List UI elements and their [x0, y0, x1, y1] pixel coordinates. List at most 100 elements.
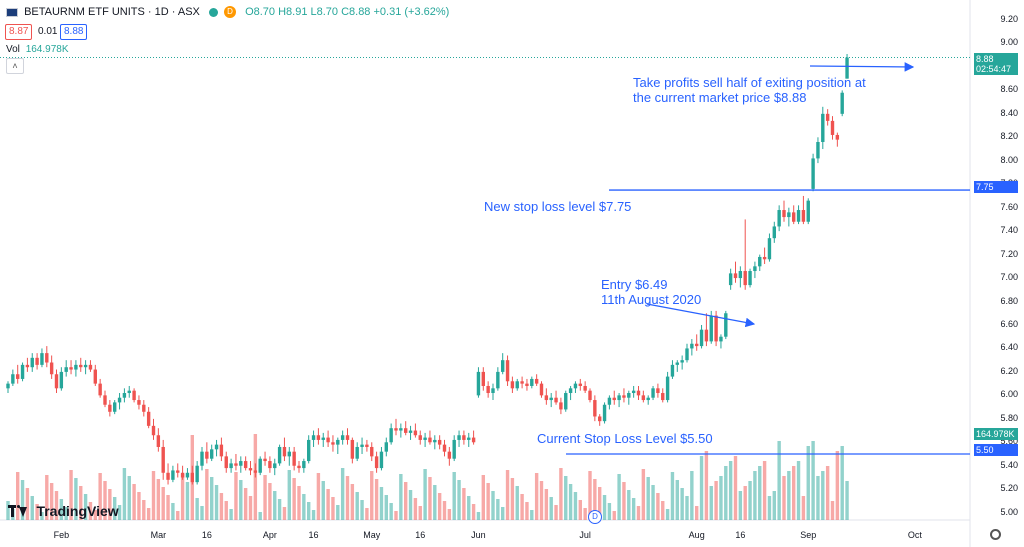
tradingview-logo[interactable]: TradingView — [8, 502, 119, 522]
time-tick-label: 16 — [201, 530, 212, 540]
last-price-value: 8.88 — [976, 54, 994, 64]
time-tick-label: Feb — [53, 530, 70, 540]
candle-body — [321, 437, 325, 440]
time-tick-label: Aug — [688, 530, 705, 540]
candle-body — [40, 353, 44, 365]
candle-body — [661, 393, 665, 401]
time-tick-label: May — [363, 530, 381, 540]
candle-body — [598, 416, 602, 422]
candle-body — [365, 444, 369, 447]
volume-bar — [530, 510, 534, 520]
candle-body — [297, 465, 301, 469]
gear-icon[interactable] — [990, 529, 1001, 540]
candle-body — [277, 446, 282, 464]
candle-body — [830, 120, 835, 135]
candle-body — [428, 437, 432, 443]
volume-bar — [748, 481, 752, 520]
new-stop-note[interactable]: New stop loss level $7.75 — [484, 199, 632, 214]
entry-note[interactable]: Entry $6.49 11th August 2020 — [601, 277, 701, 307]
candle-body — [845, 57, 849, 79]
volume-bar — [40, 512, 44, 520]
volume-bar — [835, 451, 840, 520]
volume-label: Vol — [6, 44, 20, 55]
volume-bar — [69, 470, 73, 520]
volume-bar — [801, 496, 806, 520]
volume-bar — [156, 479, 161, 520]
symbol-legend[interactable]: BETAURNM ETF UNITS · 1D · ASX D O8.70 H8… — [6, 6, 450, 19]
volume-bar — [277, 499, 282, 520]
current-stop-note[interactable]: Current Stop Loss Level $5.50 — [537, 431, 713, 446]
delayed-badge: D — [224, 6, 236, 19]
volume-bar — [534, 473, 539, 520]
volume-bar — [661, 501, 665, 520]
volume-bar — [573, 492, 578, 520]
candle-body — [593, 400, 597, 417]
volume-bar — [122, 468, 127, 520]
candle-body — [69, 367, 73, 370]
candle-body — [311, 435, 316, 440]
time-tick-label: Jul — [579, 530, 591, 540]
dividend-event-marker[interactable]: D — [588, 510, 602, 524]
price-tick-label: 9.00 — [1000, 37, 1018, 48]
volume-bar — [423, 469, 427, 520]
volume-bar — [292, 478, 296, 520]
candle-body — [25, 364, 30, 368]
buy-price-button[interactable]: 8.88 — [60, 24, 88, 40]
candle-body — [384, 442, 388, 452]
volume-bar — [738, 491, 743, 520]
volume-bar — [6, 501, 10, 520]
volume-bar — [331, 497, 335, 520]
volume-bar — [64, 507, 68, 520]
volume-bar — [452, 472, 456, 520]
price-tick-label: 7.20 — [1000, 248, 1018, 259]
volume-bar — [74, 478, 78, 520]
tv-mark-icon — [8, 504, 28, 517]
volume-bar — [83, 494, 88, 520]
volume-bar — [88, 502, 93, 520]
candle-body — [142, 404, 146, 412]
volume-bar — [544, 489, 549, 520]
candle-body — [137, 400, 141, 405]
candle-body — [243, 461, 248, 469]
candle-body — [525, 383, 529, 386]
take-profit-note[interactable]: Take profits sell half of exiting positi… — [633, 75, 866, 105]
sell-price-button[interactable]: 8.87 — [5, 24, 33, 40]
candle-body — [292, 451, 296, 466]
volume-bar — [93, 510, 97, 520]
volume-bar — [515, 486, 519, 520]
volume-bar — [496, 499, 500, 520]
volume-bar — [311, 510, 316, 520]
price-tick-label: 5.80 — [1000, 412, 1018, 423]
candle-body — [486, 385, 490, 394]
volume-bar — [617, 474, 621, 520]
volume-bar — [345, 476, 350, 520]
candle-body — [316, 435, 321, 440]
candle-body — [234, 463, 238, 466]
candle-body — [568, 388, 573, 394]
candle-body — [437, 439, 442, 445]
volume-bar — [248, 496, 253, 520]
time-tick-label: 16 — [735, 530, 746, 540]
volume-legend[interactable]: Vol 164.978K — [6, 44, 69, 55]
chevron-up-icon[interactable]: ˄ — [6, 58, 24, 74]
candle-body — [481, 371, 485, 386]
volume-bar — [413, 498, 418, 520]
candle-body — [753, 266, 757, 272]
candle-body — [171, 470, 175, 480]
candle-body — [345, 435, 350, 440]
volume-bar — [699, 456, 704, 520]
candle-body — [399, 428, 403, 431]
volume-bar — [724, 466, 728, 520]
candle-body — [496, 371, 500, 389]
volume-bar — [607, 503, 612, 520]
volume-bar — [307, 502, 311, 520]
ohlc-values: O8.70 H8.91 L8.70 C8.88 +0.31 (+3.62%) — [245, 6, 450, 18]
candle-body — [743, 271, 747, 286]
candle-body — [166, 472, 170, 480]
price-tick-label: 8.60 — [1000, 84, 1018, 95]
candle-body — [180, 472, 185, 478]
candle-body — [59, 371, 64, 389]
volume-bar — [685, 496, 689, 520]
volume-bar — [258, 512, 262, 520]
